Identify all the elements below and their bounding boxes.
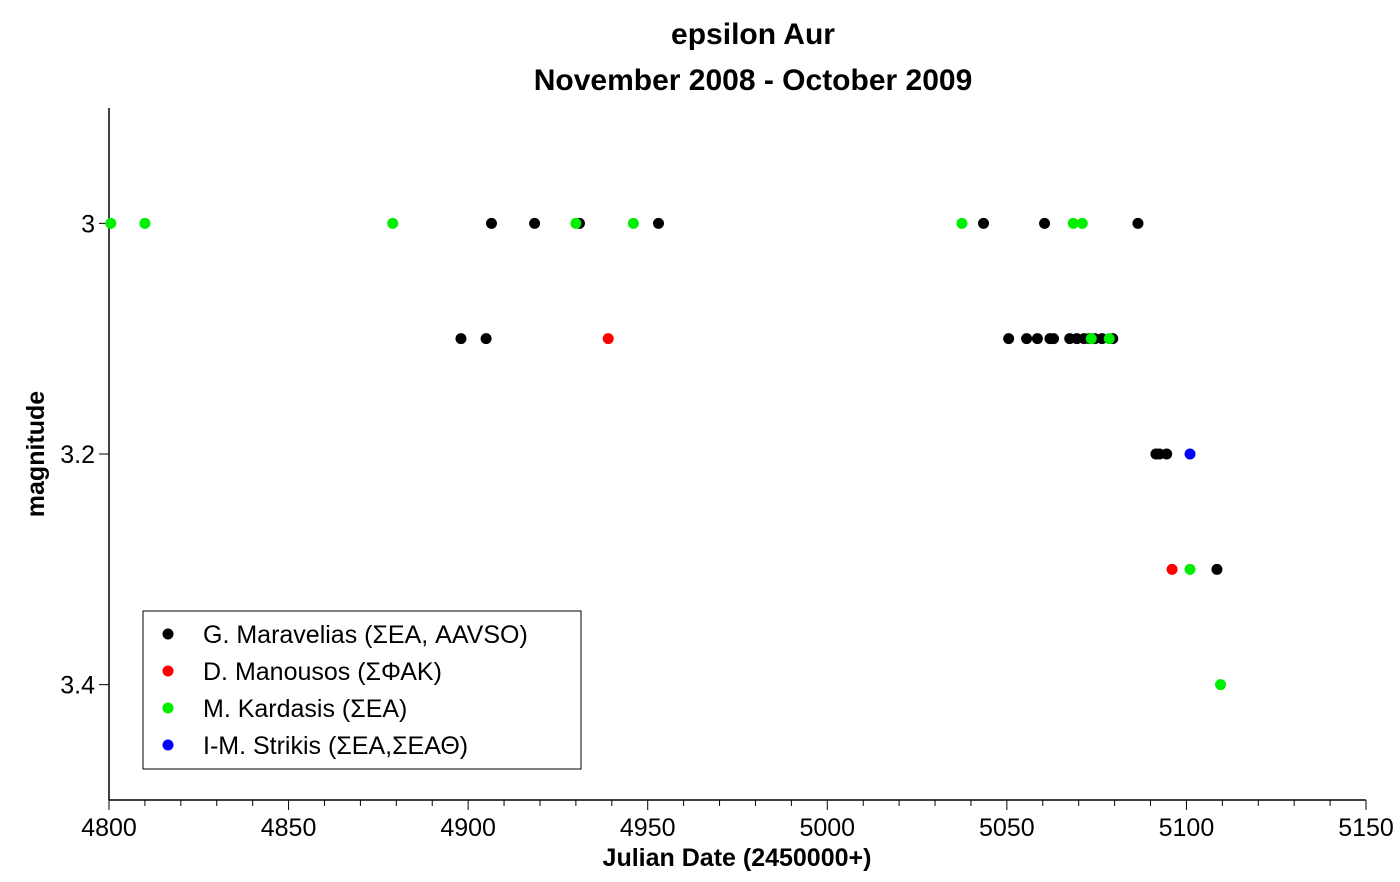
data-point [1076,217,1088,229]
legend-entry-label: G. Maravelias (ΣΕΑ, AAVSO) [203,621,528,649]
data-point [139,217,151,229]
x-tick-label: 4950 [620,814,676,842]
x-tick-label: 5000 [799,814,855,842]
data-point [978,217,990,229]
data-point [956,217,968,229]
data-point [105,217,117,229]
x-tick-label: 5150 [1338,814,1394,842]
data-point [1021,333,1033,345]
y-axis-ticks: 3 3.2 3.4 [60,210,109,700]
legend-box [142,610,582,770]
chart-title: epsilon Aur [671,18,835,51]
y-tick-label: 3.4 [60,672,95,700]
legend-marker [162,739,174,751]
data-point [1048,333,1060,345]
x-tick-label: 4900 [440,814,496,842]
data-point [627,217,639,229]
data-points [105,217,1227,691]
data-point [1003,333,1015,345]
data-point [1211,563,1223,575]
data-point [529,217,541,229]
data-point [602,333,614,345]
x-tick-label: 5050 [979,814,1035,842]
legend-marker [162,665,174,677]
x-tick-label: 4850 [261,814,317,842]
legend-entry-label: D. Manousos (ΣΦΑΚ) [203,658,442,686]
x-tick-label: 4800 [81,814,137,842]
data-point [455,333,467,345]
data-point [1039,217,1051,229]
data-point [1215,679,1227,691]
data-point [1085,333,1097,345]
data-point [1132,217,1144,229]
data-point [480,333,492,345]
legend: G. Maravelias (ΣΕΑ, AAVSO) D. Manousos (Σ… [142,610,582,770]
chart-subtitle: November 2008 - October 2009 [534,64,973,97]
data-point [1103,333,1115,345]
y-tick-label: 3.2 [60,441,95,469]
legend-marker [162,702,174,714]
data-point [1166,563,1178,575]
legend-entry-label: I-M. Strikis (ΣΕΑ,ΣΕΑΘ) [203,732,468,760]
legend-marker [162,628,174,640]
legend-entry-label: M. Kardasis (ΣΕΑ) [203,695,407,723]
data-point [1184,563,1196,575]
y-axis-label: magnitude [22,391,50,517]
data-point [652,217,664,229]
data-point [1161,448,1173,460]
data-point [485,217,497,229]
data-point [1031,333,1043,345]
data-point [1067,217,1079,229]
data-point [387,217,399,229]
x-axis-label: Julian Date (2450000+) [603,844,872,872]
data-point [570,217,582,229]
x-axis-ticks: 4800 4850 4900 4950 5000 5050 5100 5150 [81,800,1394,842]
x-tick-label: 5100 [1159,814,1215,842]
data-point [1184,448,1196,460]
y-tick-label: 3 [81,210,95,238]
